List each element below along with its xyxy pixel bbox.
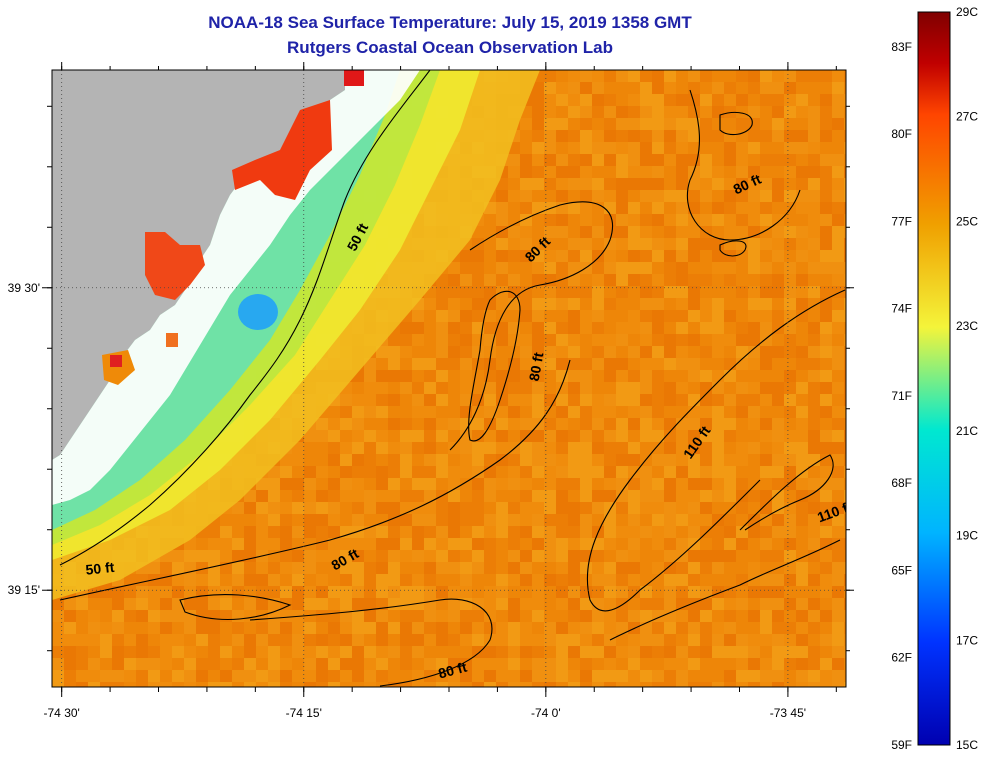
contour-80ft-east-loop (719, 111, 753, 136)
colorbar-fahrenheit-label: 74F (891, 302, 912, 316)
colorbar-celsius-label: 15C (956, 738, 978, 752)
bay-warm-patch-5 (110, 355, 122, 367)
contour-80ft-far-south (249, 598, 493, 687)
colorbar-celsius-label: 25C (956, 214, 978, 228)
contour-110ft-a (586, 289, 846, 612)
x-tick-label: -74 30' (44, 706, 80, 720)
y-tick-label: 39 15' (8, 583, 40, 597)
bay-warm-patch-1 (232, 100, 332, 200)
x-tick-label: -73 45' (770, 706, 806, 720)
y-tick-label: 39 30' (8, 281, 40, 295)
colorbar-fahrenheit-label: 71F (891, 389, 912, 403)
contour-80ft-loop (179, 594, 292, 620)
colorbar-fahrenheit-label: 62F (891, 651, 912, 665)
cold-spot (238, 294, 278, 330)
contour-label: 80 ft (526, 351, 547, 382)
colorbar-fahrenheit-label: 68F (891, 476, 912, 490)
bay-warm-patch-2 (344, 70, 364, 86)
contour-80ft-ridge-b (468, 290, 521, 442)
colorbar-fahrenheit-label: 83F (891, 40, 912, 54)
x-tick-label: -74 0' (531, 706, 561, 720)
title-line-2: Rutgers Coastal Ocean Observation Lab (287, 38, 613, 57)
x-tick-label: -74 15' (286, 706, 322, 720)
colorbar-labels: 29C 27C 25C 23C 21C 19C 17C 15C 83F 80F 77F 74F 71F 6… (891, 5, 978, 752)
colorbar-fahrenheit-label: 59F (891, 738, 912, 752)
frame-ticks (42, 62, 854, 697)
bay-warm-patch-6 (166, 333, 178, 347)
title-line-1: NOAA-18 Sea Surface Temperature: July 15… (208, 13, 692, 32)
bay-warm-patch-3 (145, 232, 205, 300)
map-title: NOAA-18 Sea Surface Temperature: July 15… (0, 10, 900, 60)
colorbar-celsius-label: 29C (956, 5, 978, 19)
contour-80ft-east (686, 89, 801, 241)
contour-50ft-inner (59, 70, 431, 566)
colorbar-celsius-label: 27C (956, 110, 978, 124)
colorbar-celsius-label: 21C (956, 424, 978, 438)
contour-label: 80 ft (437, 659, 469, 682)
contour-110ft-b (739, 454, 834, 531)
contour-110ft-c (609, 539, 841, 641)
colorbar-celsius-label: 23C (956, 319, 978, 333)
land-mass (52, 70, 345, 460)
colorbar-celsius-label: 19C (956, 529, 978, 543)
contour-80ft-ridge-a (449, 201, 614, 451)
axis-labels: -74 30' -74 15' -74 0' -73 45' 39 30' 39 15' (8, 281, 806, 720)
colorbar-fahrenheit-label: 65F (891, 563, 912, 577)
colorbar-celsius-label: 17C (956, 633, 978, 647)
contour-80ft-south (59, 359, 571, 601)
colorbar-gradient (917, 11, 951, 746)
colorbar: 29C 27C 25C 23C 21C 19C 17C 15C 83F 80F 77F 74F 71F 6… (891, 5, 978, 752)
depth-contours (59, 70, 846, 687)
colorbar-fahrenheit-label: 77F (891, 214, 912, 228)
colorbar-fahrenheit-label: 80F (891, 127, 912, 141)
graticule (52, 70, 846, 687)
contour-small-loop (719, 240, 747, 257)
contour-label: 50 ft (85, 559, 116, 578)
